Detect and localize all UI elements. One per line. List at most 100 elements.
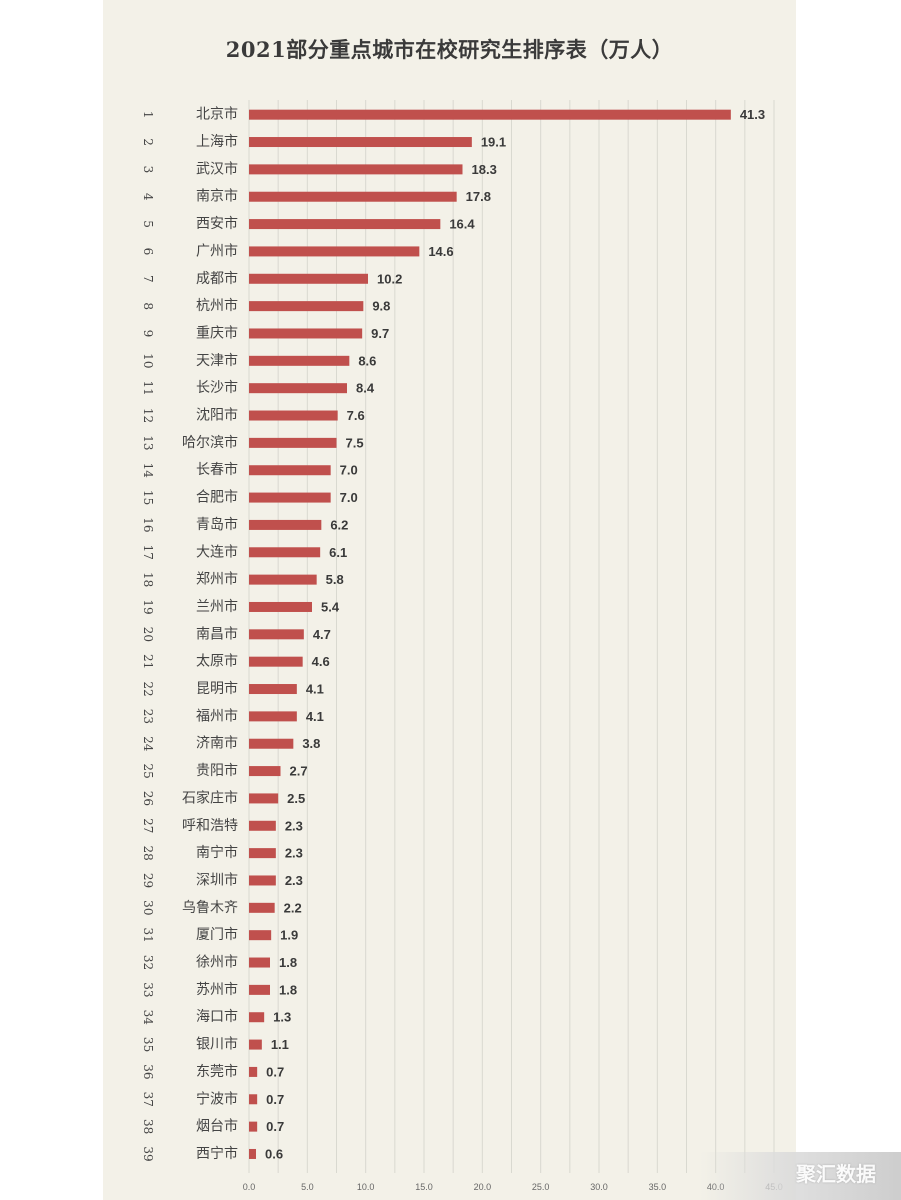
bar: [249, 656, 303, 667]
category-label: 南宁市: [196, 844, 238, 861]
bar: [249, 164, 463, 175]
data-label: 7.0: [340, 490, 358, 505]
category-label: 石家庄市: [182, 789, 238, 806]
data-label: 9.7: [371, 326, 389, 341]
rank-label: 15: [141, 490, 155, 505]
category-label: 广州市: [196, 242, 238, 259]
data-label: 0.7: [266, 1092, 284, 1107]
rank-label: 26: [141, 791, 155, 806]
data-label: 7.0: [340, 463, 358, 478]
bar: [249, 1094, 258, 1105]
data-label: 5.4: [321, 599, 340, 614]
bar: [249, 219, 441, 230]
bar: [249, 957, 270, 968]
bar: [249, 766, 281, 777]
rank-label: 34: [141, 1010, 155, 1026]
category-label: 烟台市: [196, 1118, 238, 1135]
rank-label: 32: [141, 955, 155, 970]
category-label: 兰州市: [196, 598, 238, 615]
data-label: 1.8: [279, 955, 297, 970]
bar: [249, 191, 457, 202]
category-label: 沈阳市: [196, 407, 238, 424]
bar: [249, 355, 350, 366]
bar: [249, 492, 331, 503]
category-label: 杭州市: [196, 297, 238, 314]
rank-label: 21: [141, 654, 155, 669]
data-label: 6.1: [329, 545, 347, 560]
rank-label: 5: [141, 220, 155, 228]
category-label: 苏州市: [196, 981, 238, 998]
category-label: 天津市: [196, 352, 238, 369]
rank-label: 30: [141, 900, 155, 915]
x-tick-label: 30.0: [590, 1182, 608, 1192]
category-label: 太原市: [196, 653, 238, 670]
category-label: 上海市: [196, 133, 238, 150]
bar: [249, 629, 304, 640]
data-label: 7.5: [346, 435, 364, 450]
data-label: 2.5: [287, 791, 305, 806]
bar: [249, 711, 297, 722]
rank-label: 33: [141, 982, 155, 997]
rank-label: 7: [141, 275, 155, 283]
category-label: 徐州市: [196, 954, 238, 971]
rank-label: 11: [141, 381, 155, 396]
rank-label: 12: [141, 408, 155, 423]
category-label: 南昌市: [196, 625, 238, 642]
category-label: 大连市: [196, 543, 238, 560]
x-tick-label: 0.0: [243, 1182, 256, 1192]
bar: [249, 1121, 258, 1132]
data-label: 4.1: [306, 682, 324, 697]
category-label: 西安市: [196, 215, 238, 232]
category-label: 重庆市: [196, 324, 238, 341]
bar: [249, 875, 276, 886]
data-label: 2.3: [285, 818, 303, 833]
category-label: 银川市: [196, 1036, 238, 1053]
category-label: 合肥市: [196, 489, 238, 506]
category-label: 宁波市: [196, 1090, 238, 1107]
category-label: 贵阳市: [196, 762, 238, 779]
x-tick-label: 25.0: [532, 1182, 550, 1192]
category-label: 青岛市: [196, 516, 238, 533]
rank-label: 19: [141, 599, 155, 614]
data-label: 0.7: [266, 1064, 284, 1079]
bar: [249, 547, 321, 558]
bar: [249, 984, 270, 995]
bar: [249, 684, 297, 695]
data-label: 1.1: [271, 1037, 289, 1052]
rank-label: 24: [141, 736, 155, 752]
rank-label: 37: [141, 1092, 155, 1107]
bar: [249, 137, 472, 148]
data-label: 8.4: [356, 381, 375, 396]
category-label: 深圳市: [196, 871, 238, 888]
data-label: 4.7: [313, 627, 331, 642]
data-label: 10.2: [377, 271, 402, 286]
data-label: 0.6: [265, 1146, 283, 1161]
bar: [249, 465, 331, 476]
category-label: 南京市: [196, 188, 238, 205]
rank-label: 27: [141, 818, 155, 833]
bar: [249, 301, 364, 312]
x-tick-label: 5.0: [301, 1182, 314, 1192]
rank-label: 20: [141, 627, 155, 642]
rank-label: 39: [141, 1146, 155, 1161]
bar: [249, 109, 731, 120]
rank-label: 28: [141, 845, 155, 860]
data-label: 2.3: [285, 846, 303, 861]
bar: [249, 820, 276, 831]
rank-label: 16: [141, 517, 155, 532]
x-tick-label: 20.0: [474, 1182, 492, 1192]
category-label: 海口市: [196, 1008, 238, 1025]
data-label: 1.9: [280, 928, 298, 943]
rank-label: 38: [141, 1119, 155, 1134]
bar: [249, 574, 317, 585]
rank-label: 18: [141, 572, 155, 587]
data-label: 18.3: [472, 162, 497, 177]
data-label: 7.6: [347, 408, 365, 423]
data-label: 8.6: [358, 353, 376, 368]
bar: [249, 793, 279, 804]
category-label: 郑州市: [196, 571, 238, 588]
category-label: 西宁市: [196, 1145, 238, 1162]
x-tick-label: 35.0: [649, 1182, 667, 1192]
data-label: 9.8: [372, 299, 390, 314]
